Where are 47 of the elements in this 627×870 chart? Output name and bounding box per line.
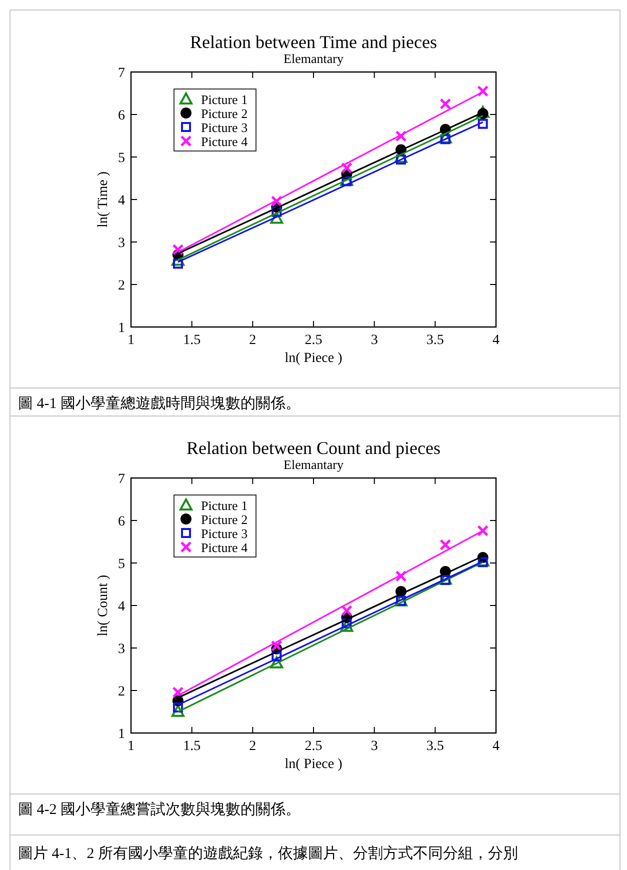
y-tick-label: 1: [118, 321, 125, 336]
legend-label: Picture 3: [201, 526, 248, 541]
chart-title: Relation between Count and pieces: [186, 438, 440, 458]
x-tick-label: 1: [128, 739, 134, 754]
x-axis-title: ln( Piece ): [284, 757, 343, 772]
legend-label: Picture 1: [201, 498, 248, 513]
x-tick-label: 1.5: [183, 333, 201, 348]
x-tick-label: 2: [249, 739, 256, 754]
x-tick-label: 1: [128, 333, 134, 348]
caption: 圖 4-2 國小學童總嘗試次數與塊數的關係。: [18, 801, 300, 818]
y-axis-title: ln( Count ): [96, 574, 111, 636]
chart-title: Relation between Time and pieces: [190, 32, 437, 52]
y-tick-label: 3: [118, 236, 125, 251]
text: 圖片 4-1、2 所有國小學童的遊戲紀錄，依據圖片、分割方式不同分組，分別: [18, 845, 518, 862]
x-tick-label: 4: [492, 739, 500, 754]
x-tick-label: 3: [370, 333, 378, 348]
y-tick-label: 7: [118, 66, 125, 81]
legend-label: Picture 1: [201, 92, 248, 107]
x-tick-label: 2.5: [304, 333, 322, 348]
chart-subtitle: Elemantary: [284, 51, 344, 66]
y-tick-label: 2: [118, 278, 125, 294]
y-tick-label: 2: [118, 684, 125, 700]
x-tick-label: 4: [492, 333, 500, 348]
caption: 圖 4-1 國小學童總遊戲時間與塊數的關係。: [18, 395, 300, 412]
legend-label: Picture 4: [201, 540, 248, 555]
y-tick-label: 1: [118, 727, 125, 742]
y-axis-title: ln( Time ): [96, 171, 111, 228]
y-tick-label: 6: [118, 108, 125, 124]
y-tick-label: 4: [118, 194, 125, 208]
legend-label: Picture 3: [201, 120, 248, 135]
legend-label: Picture 4: [201, 134, 248, 149]
x-axis-title: ln( Piece ): [284, 351, 343, 366]
y-tick-label: 6: [118, 514, 125, 530]
legend-label: Picture 2: [201, 512, 248, 527]
y-tick-label: 5: [118, 151, 125, 166]
x-tick-label: 3.5: [426, 739, 444, 754]
chart-subtitle: Elemantary: [284, 457, 344, 472]
y-tick-label: 4: [118, 600, 125, 614]
x-tick-label: 3: [370, 739, 378, 754]
x-tick-label: 1.5: [183, 739, 201, 754]
x-tick-label: 2: [249, 333, 256, 348]
x-tick-label: 3.5: [426, 333, 444, 348]
y-tick-label: 3: [118, 642, 125, 657]
x-tick-label: 2.5: [304, 739, 322, 754]
y-tick-label: 7: [118, 472, 125, 487]
y-tick-label: 5: [118, 557, 125, 572]
legend-label: Picture 2: [201, 106, 248, 121]
